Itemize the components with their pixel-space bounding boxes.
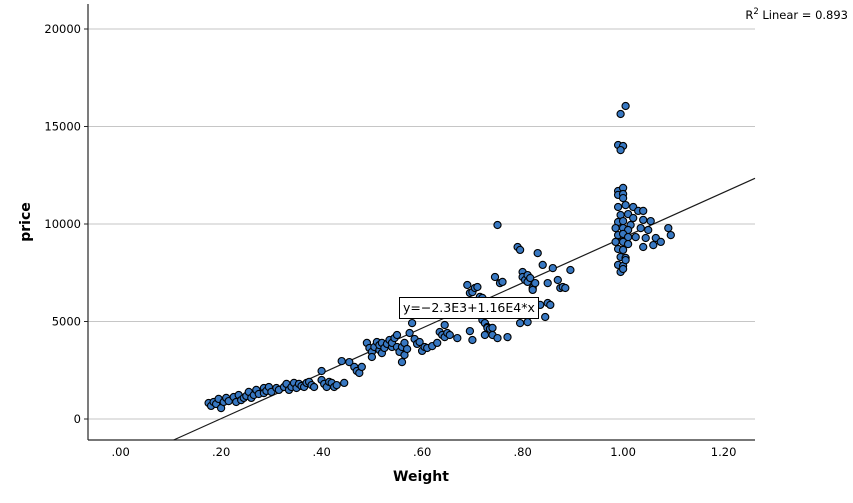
data-point xyxy=(611,237,620,247)
y-tick-label: 5000 xyxy=(52,314,81,328)
x-tick-label: .60 xyxy=(413,445,431,459)
x-tick-label: 1.20 xyxy=(711,445,737,459)
data-point xyxy=(402,344,412,354)
data-point xyxy=(309,382,319,392)
data-point xyxy=(649,240,658,250)
r-squared-value: Linear = 0.893 xyxy=(758,7,848,22)
data-point xyxy=(646,216,655,226)
data-point xyxy=(515,318,525,328)
x-tick-label: .40 xyxy=(312,445,330,459)
data-point xyxy=(541,312,550,322)
data-point xyxy=(538,260,547,270)
data-point xyxy=(445,330,454,340)
x-tick-label: .00 xyxy=(112,445,130,459)
x-tick-label: 1.00 xyxy=(610,445,636,459)
data-point xyxy=(515,245,525,255)
data-point xyxy=(526,273,535,283)
data-point xyxy=(463,280,472,290)
data-point xyxy=(639,242,648,252)
data-point xyxy=(465,326,475,336)
data-point xyxy=(528,285,537,295)
y-tick-label: 20000 xyxy=(44,22,81,36)
r-squared-annotation: R2 Linear = 0.893 xyxy=(745,7,848,22)
data-point xyxy=(488,323,497,333)
data-point xyxy=(498,277,507,287)
data-point xyxy=(616,109,625,119)
data-point xyxy=(503,332,512,342)
x-axis-title: Weight xyxy=(393,469,449,485)
data-point xyxy=(357,362,366,372)
data-point xyxy=(345,357,354,367)
data-point xyxy=(523,317,532,327)
data-point xyxy=(548,263,557,273)
data-point xyxy=(561,283,570,293)
data-point xyxy=(367,352,377,362)
x-tick-label: .80 xyxy=(513,445,531,459)
data-point xyxy=(415,337,424,347)
data-point xyxy=(317,366,326,376)
data-point xyxy=(616,145,625,155)
data-point xyxy=(433,338,442,348)
data-point xyxy=(553,275,562,285)
y-axis-title: price xyxy=(18,202,34,242)
data-point xyxy=(641,233,650,243)
data-point xyxy=(332,380,341,390)
data-point xyxy=(618,193,628,203)
data-point xyxy=(623,239,633,249)
data-point xyxy=(468,335,477,345)
data-point xyxy=(480,330,490,340)
data-point xyxy=(531,278,540,288)
data-point xyxy=(453,333,462,343)
data-point xyxy=(629,213,638,223)
data-point xyxy=(618,245,628,255)
data-point xyxy=(440,320,449,330)
data-point xyxy=(636,223,645,233)
data-point xyxy=(639,215,648,225)
data-point xyxy=(392,330,402,340)
data-point xyxy=(621,101,630,111)
y-tick-label: 10000 xyxy=(44,217,81,231)
data-point xyxy=(618,216,628,226)
data-point xyxy=(611,223,620,233)
data-point xyxy=(397,357,407,367)
data-point xyxy=(337,356,346,366)
data-point xyxy=(631,232,640,242)
y-tick-label: 15000 xyxy=(44,119,81,133)
data-point xyxy=(621,255,630,265)
data-point xyxy=(656,237,665,247)
data-point xyxy=(543,278,552,288)
data-point xyxy=(490,272,500,282)
data-point xyxy=(664,223,673,233)
r-squared-superscript: 2 xyxy=(753,7,759,17)
data-point xyxy=(639,206,648,216)
data-point xyxy=(473,282,482,292)
y-tick-label: 0 xyxy=(74,412,81,426)
data-point xyxy=(644,225,653,235)
data-point xyxy=(340,378,349,388)
x-tick-label: .20 xyxy=(212,445,230,459)
data-point xyxy=(405,328,414,338)
data-point xyxy=(546,300,555,310)
data-point xyxy=(493,220,502,230)
data-point xyxy=(666,230,675,240)
data-point xyxy=(493,333,502,343)
data-point xyxy=(566,265,575,275)
r-squared-base: R xyxy=(745,7,754,22)
data-point xyxy=(407,318,417,328)
regression-equation-label: y=−2.3E3+1.16E4*x xyxy=(399,297,539,319)
data-point xyxy=(621,200,630,210)
data-point xyxy=(613,202,623,212)
data-point xyxy=(533,248,542,258)
data-point xyxy=(618,264,628,274)
